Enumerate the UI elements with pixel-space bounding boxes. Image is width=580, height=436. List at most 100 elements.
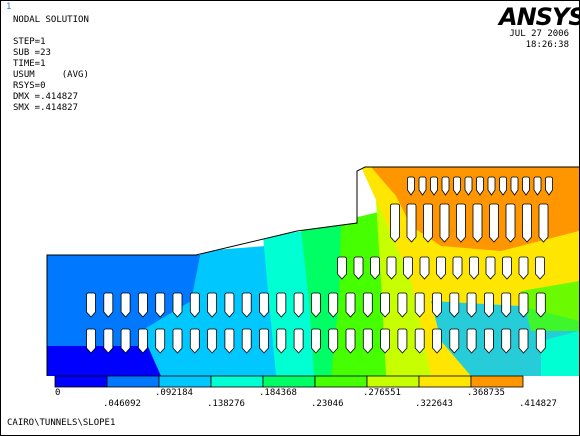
legend-tick-label: .184368 <box>259 388 297 398</box>
tunnel-opening <box>276 328 287 354</box>
tunnel-opening <box>518 328 529 354</box>
info-line: RSYS=0 <box>13 81 46 91</box>
tunnel-opening <box>276 292 287 318</box>
tunnel-opening <box>86 292 96 318</box>
tunnel-opening <box>406 203 417 243</box>
tunnel-opening <box>522 176 530 196</box>
tunnel-opening <box>484 292 494 318</box>
tunnel-opening <box>466 292 477 318</box>
tunnel-opening <box>414 328 425 354</box>
tunnel-opening <box>499 176 507 196</box>
tunnel-opening <box>293 292 304 318</box>
tunnel-opening <box>328 328 339 354</box>
tunnel-opening <box>430 176 438 196</box>
tunnel-opening <box>293 328 304 354</box>
tunnel-opening <box>535 292 546 318</box>
legend-swatch <box>210 375 264 388</box>
tunnel-opening <box>397 328 408 354</box>
info-line: TIME=1 <box>13 59 46 69</box>
info-line: DMX =.414827 <box>13 92 79 102</box>
tunnel-opening <box>172 328 183 354</box>
legend-swatch <box>470 375 524 388</box>
tunnel-opening <box>452 256 463 280</box>
legend-tick-label: .046092 <box>103 399 141 409</box>
tunnel-opening <box>155 328 166 354</box>
legend-swatch <box>262 375 316 388</box>
tunnel-opening <box>535 328 546 354</box>
info-line: STEP=1 <box>13 37 46 47</box>
legend-tick-label: .414827 <box>519 399 557 409</box>
contour-legend <box>54 375 524 388</box>
tunnel-opening <box>241 292 252 318</box>
tunnel-opening <box>489 203 499 243</box>
tunnel-opening <box>484 328 494 354</box>
tunnel-opening <box>311 292 321 318</box>
tunnel-opening <box>533 176 542 196</box>
tunnel-opening <box>464 176 473 196</box>
legend-tick-label: .138276 <box>207 399 245 409</box>
legend-tick-label: .276551 <box>363 388 401 398</box>
tunnel-opening <box>518 292 529 318</box>
tunnel-opening <box>414 292 425 318</box>
info-line <box>13 26 89 37</box>
date-time-stamp: JUL 27 2006 18:26:38 <box>509 29 569 51</box>
tunnel-opening <box>472 203 483 243</box>
tunnel-opening <box>224 328 235 354</box>
tunnel-opening <box>386 256 397 280</box>
info-line: NODAL SOLUTION <box>13 15 89 25</box>
info-line: SMX =.414827 <box>13 103 79 113</box>
tunnel-opening <box>380 292 390 318</box>
legend-tick-label: .322643 <box>415 399 453 409</box>
tunnel-opening <box>362 328 373 354</box>
tunnel-opening <box>441 176 450 196</box>
tunnel-opening <box>518 256 529 280</box>
tunnel-opening <box>469 256 479 280</box>
band-right-strip <box>541 331 579 376</box>
tunnel-opening <box>224 292 235 318</box>
legend-tick-label: .23046 <box>311 399 344 409</box>
tunnel-opening <box>241 328 252 354</box>
legend-tick-label: 0 <box>55 388 61 398</box>
legend-swatch <box>314 375 368 388</box>
tunnel-opening <box>510 176 519 196</box>
tunnel-opening <box>403 256 413 280</box>
tunnel-opening <box>501 292 512 318</box>
tunnel-opening <box>545 176 553 196</box>
band-lower-right-green <box>521 281 579 331</box>
tunnel-opening <box>466 328 477 354</box>
tunnel-opening <box>505 203 516 243</box>
tunnel-opening <box>259 292 269 318</box>
legend-swatch <box>366 375 420 388</box>
tunnel-opening <box>362 292 373 318</box>
tunnel-opening <box>522 203 532 243</box>
info-line: SUB =23 <box>13 48 51 58</box>
legend-swatch <box>106 375 160 388</box>
tunnel-opening <box>138 328 148 354</box>
tunnel-opening <box>103 328 114 354</box>
tunnel-opening <box>501 328 512 354</box>
tunnel-opening <box>259 328 269 354</box>
tunnel-opening <box>439 203 450 243</box>
tunnel-opening <box>407 176 415 196</box>
tunnel-opening <box>86 328 96 354</box>
tunnel-opening <box>189 328 200 354</box>
tunnel-opening <box>423 203 433 243</box>
legend-swatch <box>158 375 212 388</box>
tunnel-opening <box>436 256 446 280</box>
tunnel-opening <box>538 203 549 243</box>
tunnel-opening <box>535 256 545 280</box>
tunnel-opening <box>207 328 217 354</box>
tunnel-opening <box>432 328 442 354</box>
tunnel-opening <box>311 328 321 354</box>
tunnel-opening <box>337 256 347 280</box>
window-number: 1 <box>6 2 12 12</box>
tunnel-opening <box>453 176 461 196</box>
slope-outline <box>46 166 579 376</box>
tunnel-opening <box>485 256 496 280</box>
tunnel-opening <box>155 292 166 318</box>
tunnel-opening <box>138 292 148 318</box>
tunnel-opening <box>449 328 460 354</box>
tunnel-opening <box>502 256 512 280</box>
